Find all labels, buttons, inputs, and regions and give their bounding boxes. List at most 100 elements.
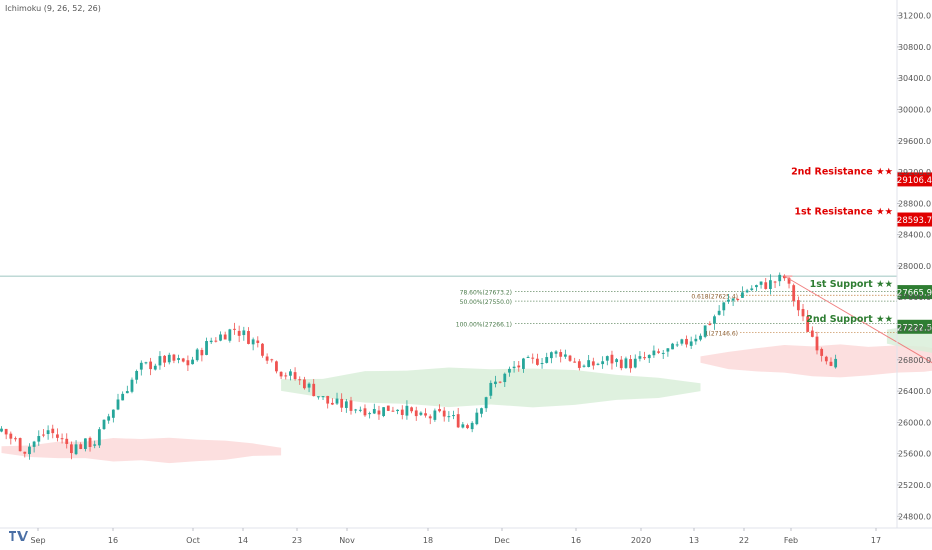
cloud-segment xyxy=(1,437,282,464)
candle-body xyxy=(4,428,8,435)
candle-body xyxy=(158,356,162,366)
candle-body xyxy=(42,434,45,436)
candle-body xyxy=(177,358,180,360)
ichimoku-cloud xyxy=(1,321,932,464)
support-resistance-levels: 2nd Resistance ★★ 29106.4 1st Resistance ★… xyxy=(791,166,932,334)
candle-body xyxy=(685,338,688,345)
candle-body xyxy=(764,282,768,289)
candle-body xyxy=(713,316,716,324)
candle-body xyxy=(820,348,824,356)
candle-body xyxy=(796,300,800,311)
candle-body xyxy=(410,407,413,412)
x-tick-label: Nov xyxy=(339,536,355,545)
y-tick-label: 26000.0 xyxy=(898,418,931,427)
candle-body xyxy=(261,343,264,356)
candle-body xyxy=(377,410,381,415)
candle-body xyxy=(228,329,232,341)
candle-body xyxy=(619,359,623,369)
fib-label: 50.00%(27550.0) xyxy=(460,299,512,306)
indicator-legend[interactable]: Ichimoku (9, 26, 52, 26) xyxy=(5,4,101,13)
candle-body xyxy=(237,330,241,336)
candle-body xyxy=(545,357,549,363)
candle-body xyxy=(181,358,185,362)
candle-body xyxy=(699,335,702,340)
candle-body xyxy=(629,359,632,369)
candle-body xyxy=(498,381,502,383)
candle-body xyxy=(368,413,372,415)
candle-body xyxy=(736,299,740,301)
candle-body xyxy=(792,285,796,302)
candle-body xyxy=(601,361,605,365)
candle-body xyxy=(125,391,129,394)
candle-body xyxy=(787,277,791,284)
candle-body xyxy=(759,281,763,285)
candle-body xyxy=(135,370,139,380)
candle-body xyxy=(563,354,567,357)
candle-body xyxy=(405,405,409,416)
x-tick-label: 17 xyxy=(871,536,881,545)
x-tick-label: Dec xyxy=(494,536,509,545)
candle-body xyxy=(755,285,758,288)
level-label: 1st Resistance ★★ xyxy=(794,207,893,218)
candle-body xyxy=(372,408,376,414)
candle-body xyxy=(303,379,306,389)
price-tag-label: 28593.7 xyxy=(897,216,932,226)
candle-body xyxy=(32,441,36,447)
candle-body xyxy=(293,372,297,380)
candle-body xyxy=(596,363,600,365)
candle-body xyxy=(121,393,125,401)
y-tick-label: 25600.0 xyxy=(898,450,931,459)
candle-body xyxy=(65,438,69,444)
candle-body xyxy=(647,354,651,359)
candle-body xyxy=(461,424,465,428)
candle-body xyxy=(773,281,777,283)
candle-body xyxy=(475,412,479,425)
candle-body xyxy=(70,444,73,454)
y-tick-label: 27600.0 xyxy=(898,293,931,302)
candle-body xyxy=(149,361,153,370)
cloud-segment xyxy=(700,344,932,378)
candle-body xyxy=(428,416,432,419)
price-tag xyxy=(897,212,932,227)
y-tick-label: 29200.0 xyxy=(898,168,931,177)
candle-body xyxy=(778,274,782,282)
candle-body xyxy=(344,401,348,408)
y-tick-label: 26400.0 xyxy=(898,387,931,396)
candle-body xyxy=(37,436,41,442)
candle-body xyxy=(9,433,13,439)
price-axis[interactable]: 31200.0 30800.0 30400.0 30000.0 29600.0 29200… xyxy=(896,0,931,528)
candle-body xyxy=(769,280,772,289)
candle-body xyxy=(810,330,814,337)
candle-body xyxy=(307,383,311,388)
x-tick-label: Oct xyxy=(186,536,200,545)
candle-body xyxy=(326,395,330,404)
candle-body xyxy=(815,336,819,351)
time-axis[interactable]: Sep 16 Oct 14 23 Nov 18 Dec 16 2020 13 22 Feb 17 xyxy=(0,527,932,545)
candle-body xyxy=(456,414,460,428)
candle-body xyxy=(741,292,744,298)
candle-body xyxy=(526,356,530,358)
x-tick-label: 22 xyxy=(739,536,749,545)
fib-label: 0.618(27625.4) xyxy=(691,293,738,300)
candle-body xyxy=(340,398,344,408)
candle-body xyxy=(536,358,539,365)
candle-body xyxy=(214,340,218,342)
candle-body xyxy=(615,359,619,363)
candle-body xyxy=(424,413,427,416)
x-tick-label: 23 xyxy=(292,536,302,545)
candle-body xyxy=(466,425,469,429)
candle-body xyxy=(610,354,614,364)
fib-label: 78.60%(27673.2) xyxy=(460,290,512,297)
candle-body xyxy=(116,399,120,410)
candle-body xyxy=(806,316,810,332)
candle-body xyxy=(708,324,712,326)
y-tick-label: 31200.0 xyxy=(898,12,931,21)
candle-body xyxy=(251,339,255,345)
x-tick-label: 18 xyxy=(423,536,433,545)
candle-body xyxy=(0,428,3,432)
candle-body xyxy=(46,430,50,435)
candle-body xyxy=(494,381,497,385)
candle-body xyxy=(745,290,749,293)
candle-body xyxy=(549,352,553,359)
